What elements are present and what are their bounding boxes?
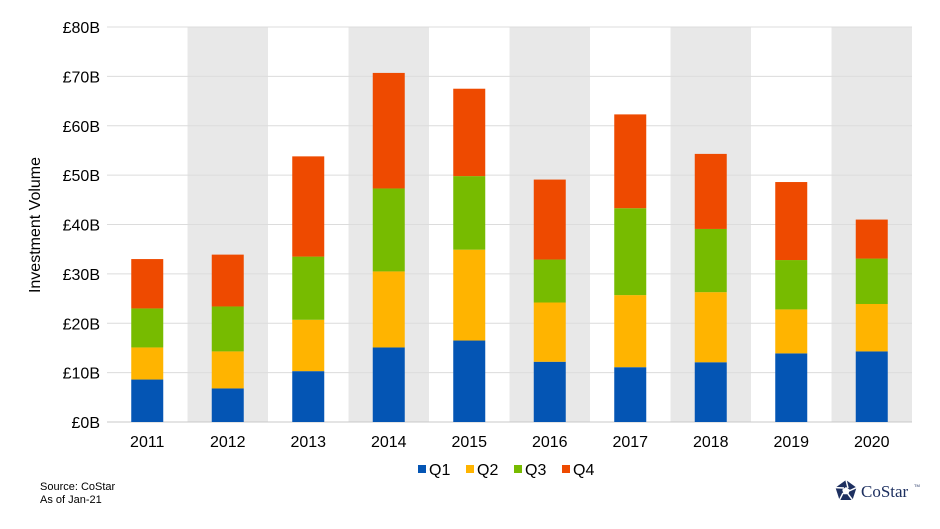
bar-q2-2018 xyxy=(695,292,727,362)
y-tick-label: £40B xyxy=(63,218,100,235)
legend: Q1 Q2 Q3 Q4 xyxy=(418,462,594,479)
x-tick-label: 2018 xyxy=(693,434,729,451)
y-tick-label: £60B xyxy=(63,119,100,136)
bar-q1-2020 xyxy=(856,351,888,422)
bar-q2-2017 xyxy=(614,295,646,367)
y-tick-label: £10B xyxy=(63,366,100,383)
bar-q4-2017 xyxy=(614,114,646,208)
x-tick-label: 2017 xyxy=(612,434,648,451)
bar-q4-2012 xyxy=(212,255,244,307)
bar-q2-2016 xyxy=(534,303,566,362)
costar-logo: CoStar TM xyxy=(836,480,920,501)
bar-q4-2013 xyxy=(292,156,324,256)
bar-q1-2014 xyxy=(373,347,405,422)
bar-q2-2015 xyxy=(453,250,485,341)
bar-q1-2011 xyxy=(131,380,163,422)
x-tick-label: 2012 xyxy=(210,434,246,451)
legend-label-q4: Q4 xyxy=(573,462,594,479)
bar-q3-2020 xyxy=(856,259,888,304)
bar-q3-2012 xyxy=(212,306,244,351)
legend-label-q2: Q2 xyxy=(477,462,498,479)
bar-q3-2013 xyxy=(292,257,324,320)
y-tick-label: £30B xyxy=(63,267,100,284)
bar-q3-2015 xyxy=(453,176,485,250)
source-note: Source: CoStar xyxy=(40,481,116,493)
bar-q4-2011 xyxy=(131,259,163,308)
x-tick-label: 2019 xyxy=(773,434,809,451)
bar-q1-2017 xyxy=(614,367,646,422)
bar-q3-2011 xyxy=(131,308,163,347)
as-of-note: As of Jan-21 xyxy=(40,494,102,506)
legend-swatch-q3 xyxy=(514,465,522,473)
bar-q4-2019 xyxy=(775,182,807,260)
x-tick-label: 2015 xyxy=(451,434,487,451)
bar-q1-2015 xyxy=(453,341,485,422)
legend-swatch-q4 xyxy=(562,465,570,473)
x-tick-label: 2013 xyxy=(290,434,326,451)
x-tick-label: 2020 xyxy=(854,434,890,451)
x-tick-label: 2016 xyxy=(532,434,568,451)
y-tick-label: £80B xyxy=(63,20,100,37)
bar-q2-2012 xyxy=(212,351,244,388)
x-tick-labels: 2011 2012 2013 2014 2015 2016 2017 2018 2019 2020 xyxy=(130,434,890,451)
legend-label-q3: Q3 xyxy=(525,462,546,479)
bar-q4-2015 xyxy=(453,89,485,176)
bar-q3-2019 xyxy=(775,260,807,309)
bar-q1-2012 xyxy=(212,388,244,422)
bar-q1-2019 xyxy=(775,353,807,422)
bar-q3-2018 xyxy=(695,229,727,292)
costar-star-icon xyxy=(836,480,857,500)
bar-q2-2020 xyxy=(856,304,888,351)
bar-q4-2018 xyxy=(695,154,727,229)
y-tick-label: £20B xyxy=(63,316,100,333)
y-tick-labels: £0B £10B £20B £30B £40B £50B £60B £70B £80B xyxy=(63,20,100,432)
bar-q1-2016 xyxy=(534,362,566,422)
x-tick-label: 2014 xyxy=(371,434,407,451)
y-axis-title: Investment Volume xyxy=(27,157,44,293)
bar-q3-2017 xyxy=(614,208,646,295)
bar-q2-2014 xyxy=(373,271,405,347)
logo-text: CoStar xyxy=(861,482,909,501)
y-tick-label: £70B xyxy=(63,69,100,86)
bar-q4-2016 xyxy=(534,180,566,260)
logo-tm: TM xyxy=(914,483,920,488)
bar-q1-2013 xyxy=(292,371,324,422)
bar-q2-2011 xyxy=(131,347,163,379)
legend-swatch-q2 xyxy=(466,465,474,473)
bar-q2-2019 xyxy=(775,309,807,353)
y-tick-label: £0B xyxy=(72,415,100,432)
bar-q3-2016 xyxy=(534,260,566,303)
legend-label-q1: Q1 xyxy=(429,462,450,479)
bar-q4-2014 xyxy=(373,73,405,189)
bar-q1-2018 xyxy=(695,362,727,422)
bar-q3-2014 xyxy=(373,188,405,271)
y-tick-label: £50B xyxy=(63,168,100,185)
legend-swatch-q1 xyxy=(418,465,426,473)
x-tick-label: 2011 xyxy=(130,434,165,451)
bar-q4-2020 xyxy=(856,220,888,259)
bar-q2-2013 xyxy=(292,320,324,371)
